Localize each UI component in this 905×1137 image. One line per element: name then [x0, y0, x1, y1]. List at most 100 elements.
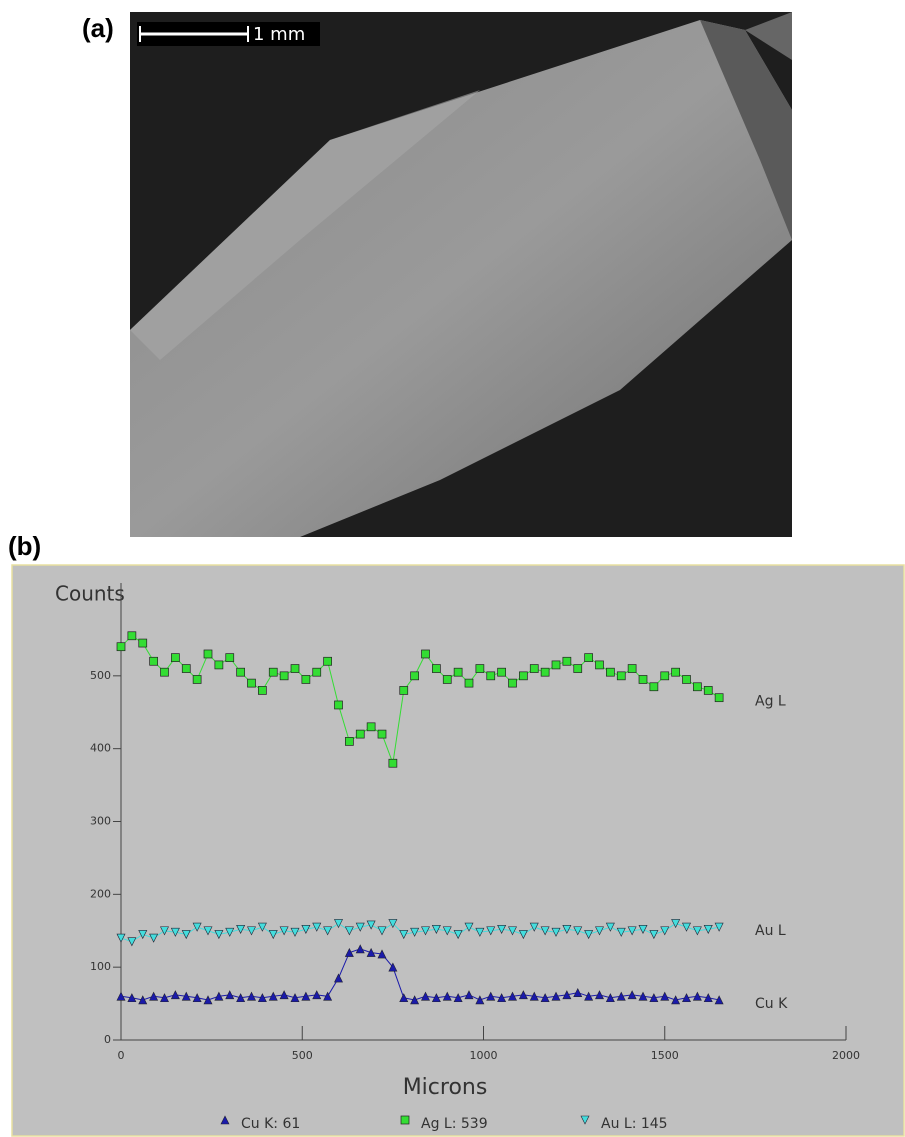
data-point — [627, 664, 637, 673]
data-point — [519, 671, 528, 681]
data-point — [562, 924, 572, 934]
data-point — [497, 993, 507, 1003]
data-point — [551, 660, 561, 670]
data-point — [453, 993, 463, 1003]
data-point — [584, 930, 594, 940]
data-point — [540, 667, 550, 677]
x-tick-label: 2000 — [832, 1049, 860, 1062]
data-point — [214, 930, 224, 940]
data-point — [627, 926, 637, 936]
data-point — [388, 919, 398, 929]
data-point — [660, 671, 670, 681]
data-point — [486, 671, 496, 681]
data-point — [290, 927, 300, 937]
data-point — [508, 926, 517, 936]
panel-label: (a) — [82, 13, 114, 43]
data-point — [595, 660, 604, 670]
data-point — [258, 686, 267, 695]
data-point — [442, 926, 452, 936]
data-point — [127, 631, 137, 641]
data-point — [290, 664, 300, 673]
data-point — [714, 922, 724, 932]
data-point — [203, 926, 213, 936]
y-tick-label: 300 — [90, 815, 111, 828]
data-point — [312, 990, 322, 1000]
y-tick-label: 100 — [90, 960, 111, 973]
data-point — [170, 990, 180, 1000]
data-point — [671, 995, 681, 1005]
data-point — [431, 924, 441, 934]
data-point — [301, 675, 311, 684]
data-point — [138, 638, 148, 648]
data-point — [518, 990, 528, 1000]
data-point — [486, 991, 496, 1001]
data-point — [464, 990, 474, 1000]
data-point — [421, 649, 430, 659]
data-point — [345, 737, 354, 746]
data-point — [377, 926, 387, 936]
data-point — [410, 995, 420, 1005]
data-point — [693, 682, 702, 692]
data-point — [116, 933, 126, 943]
data-point — [247, 678, 256, 688]
series-label: Au L — [755, 923, 786, 939]
data-point — [192, 922, 202, 932]
data-point — [181, 930, 191, 940]
data-point — [203, 995, 213, 1005]
data-point — [290, 993, 300, 1003]
data-point — [388, 962, 398, 972]
data-point — [529, 991, 539, 1001]
data-point — [116, 642, 126, 652]
data-point — [529, 664, 539, 673]
data-point — [714, 693, 724, 703]
data-point — [497, 924, 507, 934]
data-point — [268, 667, 278, 677]
data-point — [323, 656, 332, 666]
data-point — [279, 926, 289, 936]
y-tick-label: 500 — [90, 669, 111, 682]
data-point — [127, 993, 137, 1003]
data-point — [595, 990, 604, 1000]
data-point — [671, 667, 680, 677]
data-point — [160, 926, 169, 936]
data-point — [127, 937, 137, 947]
y-tick-label: 400 — [90, 742, 111, 755]
data-point — [595, 926, 604, 936]
data-point — [627, 990, 637, 1000]
data-point — [464, 922, 474, 932]
data-point — [584, 653, 593, 662]
data-point — [703, 924, 713, 934]
legend-marker — [220, 1115, 230, 1125]
data-point — [616, 991, 626, 1001]
data-point — [442, 991, 452, 1001]
sem-image: 1 mm — [130, 12, 792, 537]
data-point — [334, 973, 343, 983]
legend-label: Au L: 145 — [601, 1116, 668, 1132]
x-tick-label: 1000 — [470, 1049, 498, 1062]
data-point — [388, 758, 398, 768]
x-axis-title: Microns — [403, 1075, 488, 1100]
data-point — [236, 993, 246, 1003]
y-axis-title: Counts — [55, 582, 125, 606]
data-point — [410, 927, 420, 937]
data-point — [442, 675, 452, 684]
x-tick-label: 500 — [292, 1049, 313, 1062]
series-label: Ag L — [755, 694, 786, 710]
data-point — [399, 930, 409, 940]
data-point — [138, 995, 148, 1005]
chart-panel — [11, 564, 905, 1137]
data-point — [616, 671, 626, 681]
data-point — [181, 991, 191, 1001]
data-point — [377, 949, 387, 959]
data-point — [649, 682, 659, 692]
data-point — [453, 667, 463, 677]
data-point — [344, 926, 354, 936]
data-point — [181, 664, 191, 673]
data-point — [149, 656, 158, 666]
data-point — [692, 926, 702, 936]
data-point — [399, 993, 409, 1003]
data-point — [649, 930, 659, 940]
y-tick-label: 200 — [90, 887, 111, 900]
